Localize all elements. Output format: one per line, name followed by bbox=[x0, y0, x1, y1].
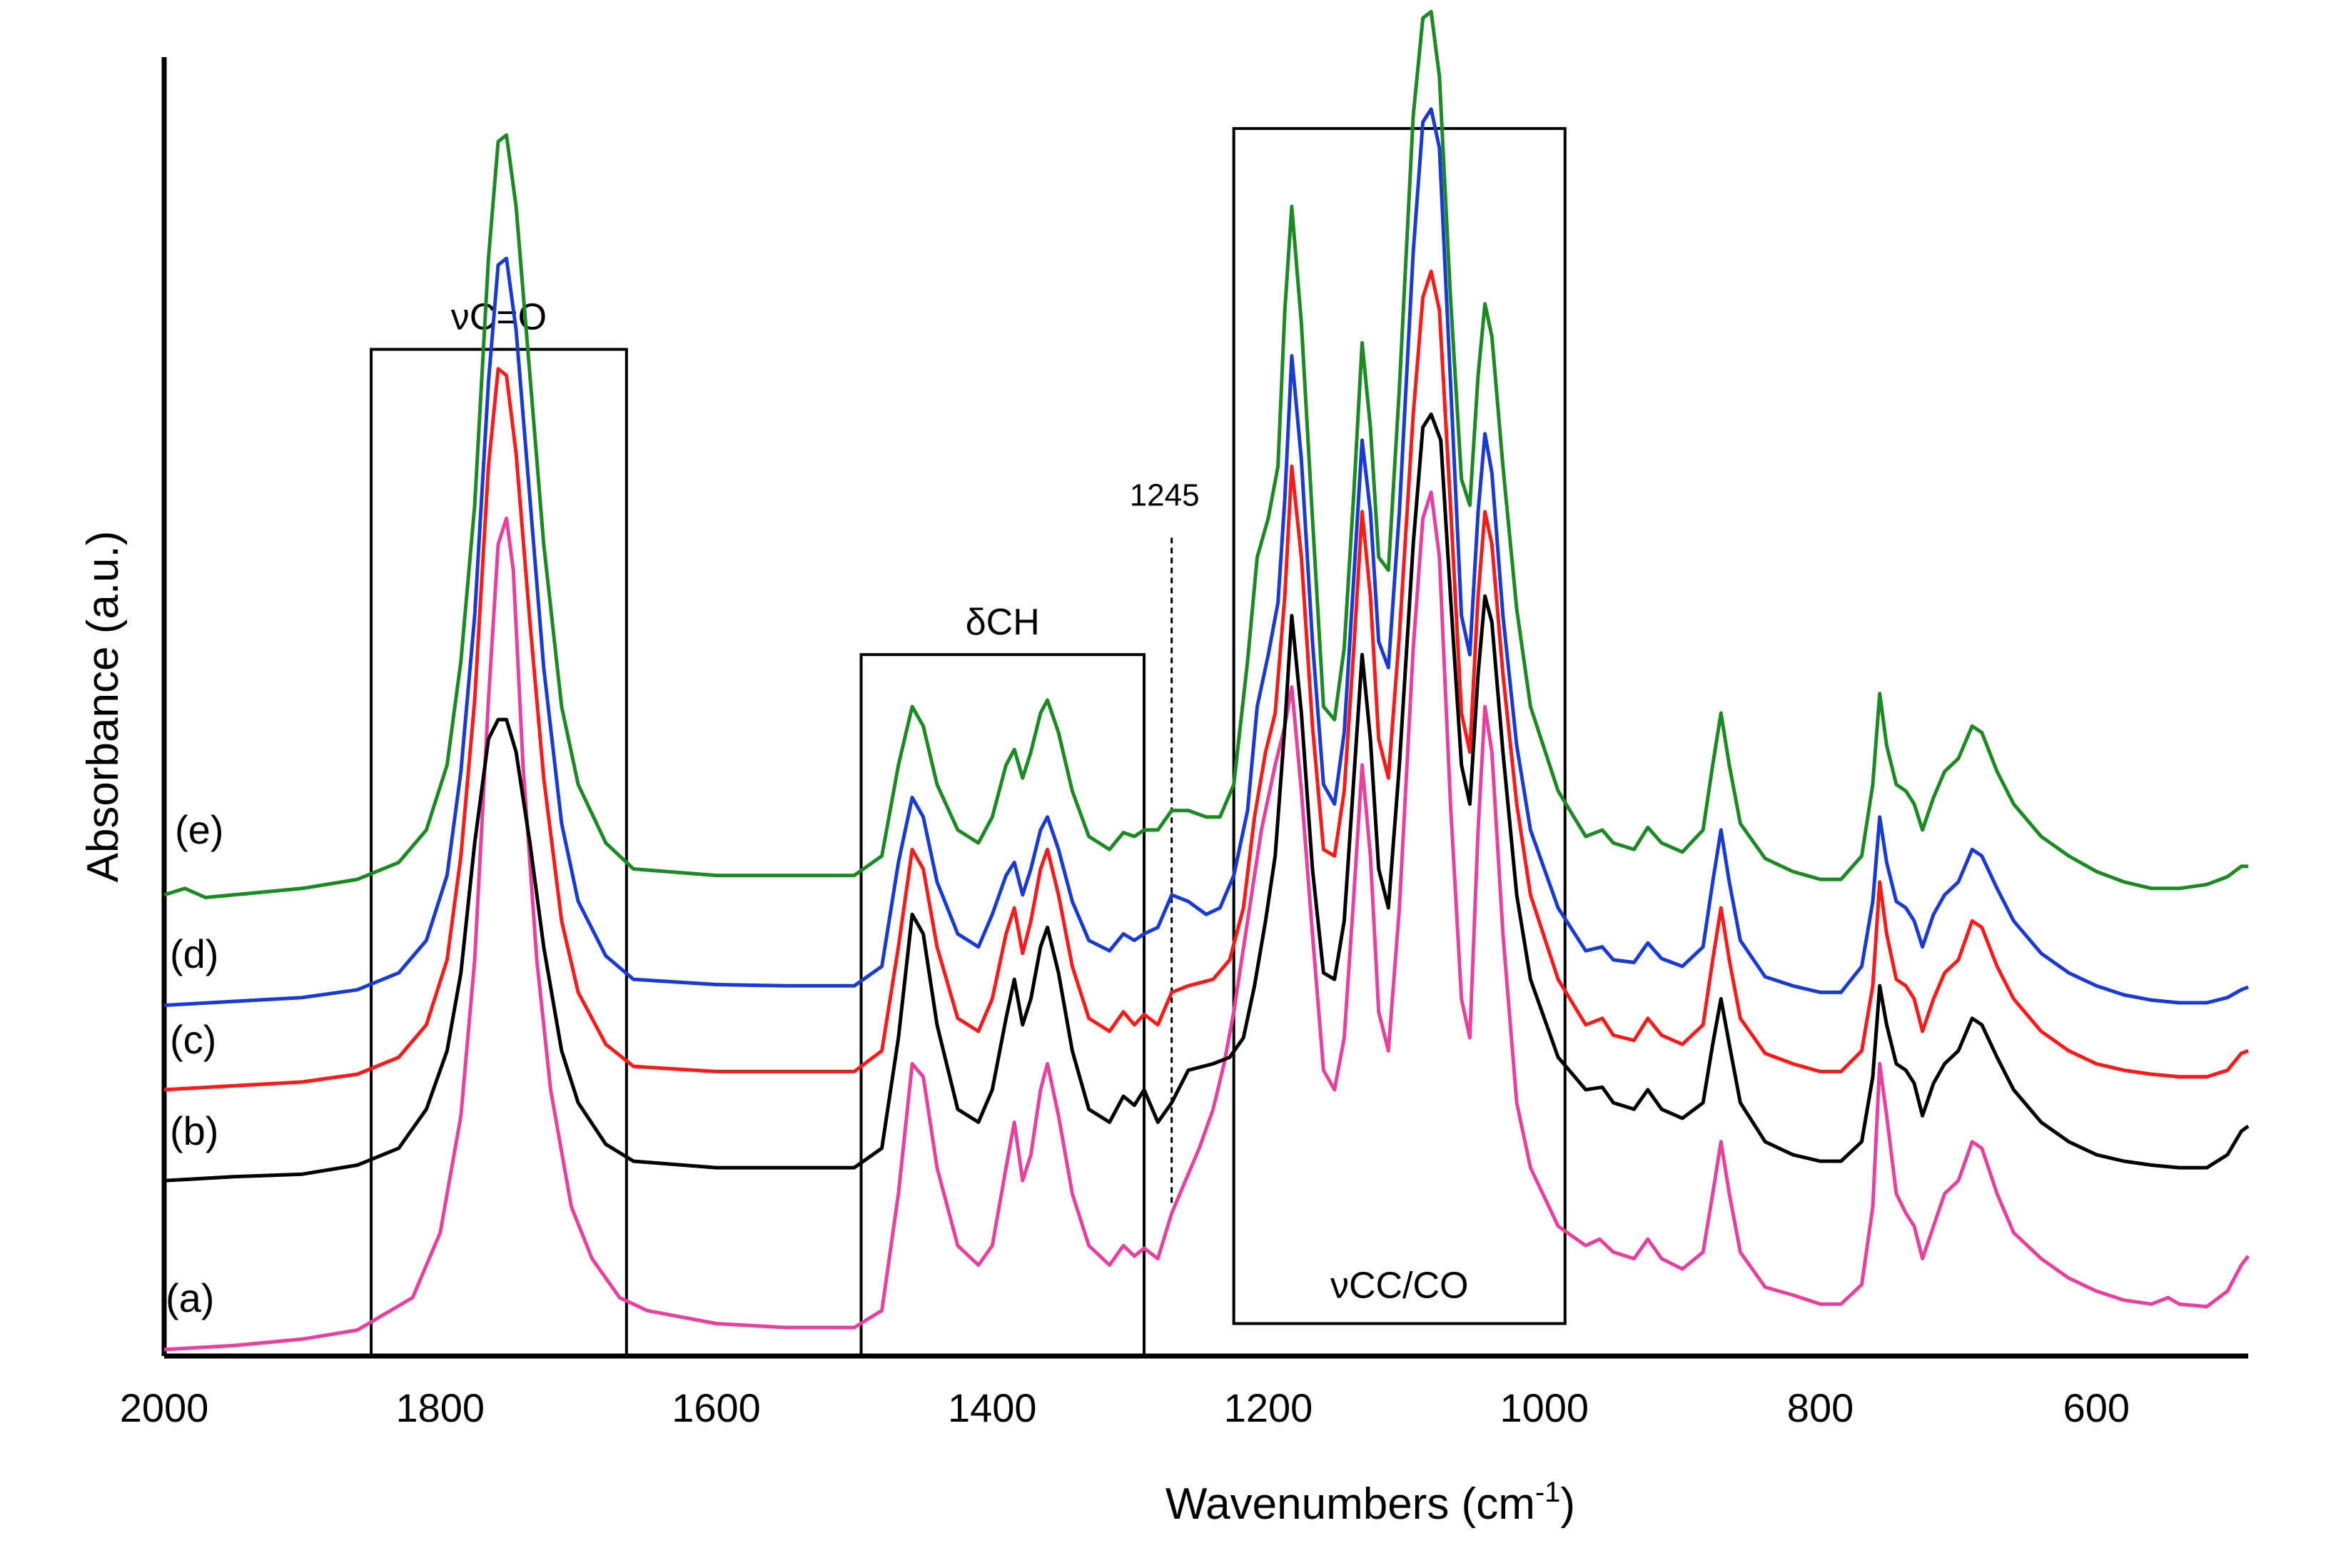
annotation-label-co: νC=O bbox=[451, 297, 547, 338]
x-tick-label: 2000 bbox=[120, 1385, 209, 1430]
reference-line-label: 1245 bbox=[1130, 477, 1200, 512]
reference-line-1245: 1245 bbox=[1130, 477, 1200, 1207]
spectrum-line-d bbox=[163, 107, 2249, 1008]
x-tick-label: 600 bbox=[2063, 1385, 2130, 1430]
series-label-e: (e) bbox=[175, 807, 223, 852]
x-tick-label: 1200 bbox=[1224, 1385, 1313, 1430]
x-tick-label: 1600 bbox=[672, 1385, 761, 1430]
series-labels: (a) (b) (c) (d) (e) bbox=[166, 807, 223, 1320]
series-label-d: (d) bbox=[170, 931, 218, 976]
x-tick-label: 1400 bbox=[948, 1385, 1037, 1430]
x-axis-title-superscript: -1 bbox=[1535, 1477, 1561, 1508]
annotation-box-co: νC=O bbox=[370, 297, 628, 1357]
annotation-rect-co bbox=[370, 348, 628, 1357]
x-axis-title-close: ) bbox=[1560, 1480, 1575, 1529]
spectrum-line-b bbox=[163, 413, 2250, 1183]
series-group bbox=[163, 9, 2250, 1352]
annotation-rect-cc bbox=[1232, 127, 1567, 1325]
y-axis-title: Absorbance (a.u.) bbox=[79, 531, 128, 883]
x-tick-label: 1800 bbox=[395, 1385, 485, 1430]
spectrum-line-e bbox=[163, 9, 2248, 899]
annotation-label-cc: νCC/CO bbox=[1330, 1265, 1469, 1307]
x-tick-label: 800 bbox=[1787, 1385, 1854, 1430]
x-axis-title-main: Wavenumbers (cm bbox=[1165, 1480, 1535, 1529]
annotation-box-ch: δCH bbox=[859, 602, 1146, 1357]
x-tick-label: 1000 bbox=[1500, 1385, 1589, 1430]
annotation-label-ch: δCH bbox=[966, 602, 1040, 643]
annotation-box-cc: νCC/CO bbox=[1232, 127, 1567, 1325]
series-label-c: (c) bbox=[170, 1017, 216, 1062]
x-tick-labels: 2000 1800 1600 1400 1200 1000 800 600 bbox=[120, 1385, 2130, 1430]
series-label-b: (b) bbox=[170, 1108, 218, 1153]
annotation-rect-ch bbox=[859, 653, 1146, 1357]
x-axis-title: Wavenumbers (cm-1) bbox=[1165, 1477, 1575, 1529]
spectrum-line-c bbox=[163, 269, 2249, 1092]
spectrum-line-a bbox=[163, 490, 2250, 1352]
series-label-a: (a) bbox=[166, 1275, 214, 1320]
